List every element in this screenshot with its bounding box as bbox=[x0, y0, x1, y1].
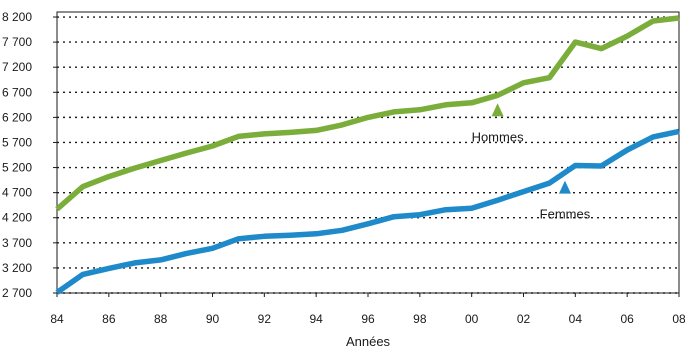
y-tick-label: 5 200 bbox=[2, 161, 32, 175]
x-axis-ticks: 84 86 88 90 92 94 96 98 00 02 04 06 08 bbox=[50, 293, 685, 326]
y-tick-label: 7 200 bbox=[2, 60, 32, 74]
y-tick-label: 5 700 bbox=[2, 135, 32, 149]
x-tick-label: 88 bbox=[154, 312, 168, 326]
y-tick-label: 4 700 bbox=[2, 186, 32, 200]
series-label-hommes: Hommes bbox=[472, 129, 525, 144]
x-tick-label: 08 bbox=[672, 312, 685, 326]
plot-area-frame bbox=[56, 11, 680, 294]
y-tick-label: 6 700 bbox=[2, 85, 32, 99]
y-tick-label: 4 200 bbox=[2, 211, 32, 225]
x-tick-label: 04 bbox=[569, 312, 583, 326]
series-pointer-femmes bbox=[558, 180, 571, 194]
y-tick-label: 8 200 bbox=[2, 10, 32, 24]
x-tick-label: 84 bbox=[50, 312, 64, 326]
series-line-femmes bbox=[55, 128, 680, 295]
x-tick-label: 00 bbox=[465, 312, 479, 326]
x-tick-label: 92 bbox=[258, 312, 272, 326]
x-tick-label: 86 bbox=[102, 312, 116, 326]
y-tick-label: 6 200 bbox=[2, 110, 32, 124]
y-tick-label: 3 200 bbox=[2, 261, 32, 275]
x-tick-label: 90 bbox=[206, 312, 220, 326]
gridlines bbox=[57, 16, 679, 294]
series-labels: Hommes Femmes bbox=[472, 103, 591, 222]
x-tick-label: 06 bbox=[620, 312, 634, 326]
x-tick-label: 94 bbox=[309, 312, 323, 326]
series-line-hommes bbox=[55, 15, 680, 212]
series-pointer-hommes bbox=[491, 103, 504, 117]
x-axis-title: Années bbox=[346, 334, 391, 349]
series-lines bbox=[55, 15, 680, 295]
y-tick-label: 7 700 bbox=[2, 35, 32, 49]
x-tick-label: 98 bbox=[413, 312, 427, 326]
x-tick-label: 96 bbox=[361, 312, 375, 326]
y-axis-ticks: 2 700 3 200 3 700 4 200 4 700 5 200 5 700 6 200… bbox=[2, 10, 57, 300]
y-tick-label: 3 700 bbox=[2, 236, 32, 250]
x-tick-label: 02 bbox=[517, 312, 531, 326]
y-tick-label: 2 700 bbox=[2, 286, 32, 300]
series-label-femmes: Femmes bbox=[540, 207, 591, 222]
